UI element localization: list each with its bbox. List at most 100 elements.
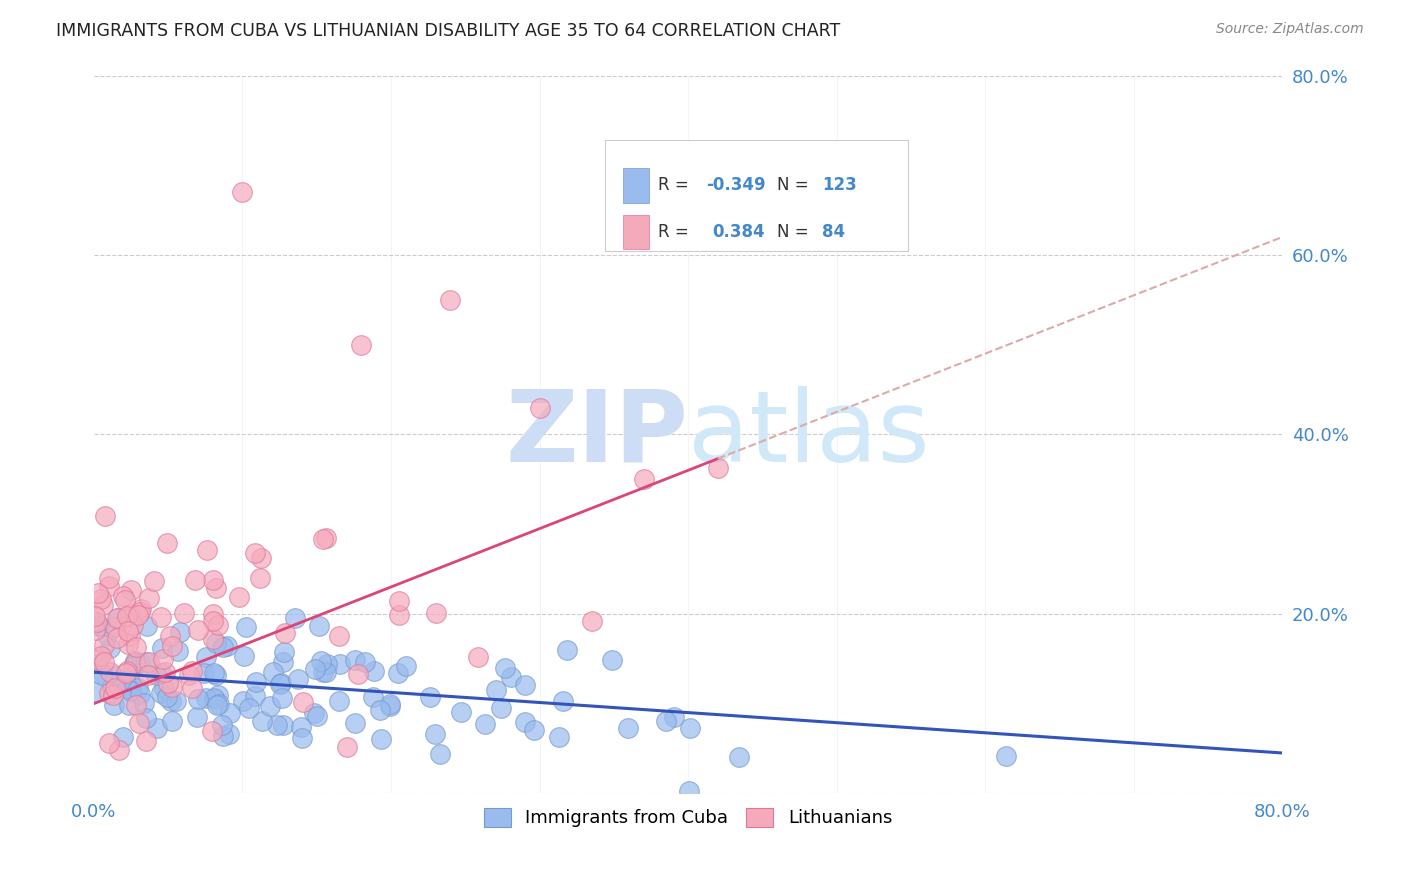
Point — [450, 705, 472, 719]
Point — [87, 657, 110, 671]
Point — [678, 783, 700, 797]
Point — [270, 676, 292, 690]
Point — [138, 591, 160, 605]
Point — [165, 694, 187, 708]
Point — [160, 714, 183, 728]
Point — [231, 185, 253, 199]
Point — [152, 652, 174, 666]
Point — [160, 639, 183, 653]
Point — [307, 709, 329, 723]
Point — [205, 582, 228, 596]
Point — [93, 598, 115, 612]
Point — [115, 665, 138, 680]
Point — [423, 727, 446, 741]
Point — [98, 665, 121, 679]
Point — [217, 639, 239, 653]
Point — [304, 706, 326, 721]
Point — [121, 659, 143, 673]
Point — [494, 661, 516, 675]
Point — [127, 681, 149, 696]
Point — [93, 638, 115, 652]
Point — [124, 654, 146, 668]
Point — [86, 615, 108, 630]
Point — [370, 703, 392, 717]
Point — [218, 706, 240, 720]
Point — [235, 620, 257, 634]
Point — [218, 727, 240, 741]
Point — [202, 666, 225, 681]
Point — [159, 629, 181, 643]
Point — [138, 655, 160, 669]
Point — [156, 536, 179, 550]
Point — [202, 607, 225, 622]
Point — [195, 691, 218, 706]
Point — [124, 698, 146, 713]
Point — [115, 664, 138, 678]
Point — [316, 657, 339, 672]
Point — [87, 618, 110, 632]
Point — [117, 637, 139, 651]
Point — [186, 709, 208, 723]
Point — [679, 721, 702, 735]
Point — [128, 687, 150, 701]
Point — [104, 620, 127, 634]
Point — [388, 594, 411, 608]
Point — [135, 655, 157, 669]
Text: IMMIGRANTS FROM CUBA VS LITHUANIAN DISABILITY AGE 35 TO 64 CORRELATION CHART: IMMIGRANTS FROM CUBA VS LITHUANIAN DISAB… — [56, 22, 841, 40]
Point — [187, 691, 209, 706]
Point — [361, 690, 384, 705]
Point — [131, 602, 153, 616]
Point — [378, 699, 401, 714]
Text: R =: R = — [658, 223, 695, 241]
Point — [110, 673, 132, 687]
Legend: Immigrants from Cuba, Lithuanians: Immigrants from Cuba, Lithuanians — [477, 801, 900, 835]
Point — [273, 645, 295, 659]
Point — [269, 677, 291, 691]
Point — [211, 717, 233, 731]
Point — [108, 743, 131, 757]
Point — [187, 623, 209, 637]
Point — [228, 591, 250, 605]
Point — [112, 589, 135, 603]
Point — [439, 293, 461, 307]
Point — [290, 720, 312, 734]
Point — [271, 690, 294, 705]
Point — [370, 732, 392, 747]
Point — [103, 698, 125, 712]
Point — [308, 618, 330, 632]
Point — [125, 640, 148, 655]
Text: Source: ZipAtlas.com: Source: ZipAtlas.com — [1216, 22, 1364, 37]
Point — [311, 654, 333, 668]
Point — [259, 699, 281, 714]
Point — [662, 709, 685, 723]
Point — [212, 640, 235, 654]
Point — [195, 543, 218, 558]
Point — [291, 731, 314, 745]
Point — [120, 676, 142, 690]
Point — [184, 573, 207, 587]
Point — [122, 618, 145, 632]
Point — [153, 665, 176, 680]
Point — [136, 667, 159, 681]
Point — [120, 583, 142, 598]
Point — [245, 689, 267, 703]
Point — [548, 730, 571, 744]
Point — [156, 675, 179, 690]
Point — [117, 678, 139, 692]
Point — [169, 625, 191, 640]
Text: 0.384: 0.384 — [711, 223, 765, 241]
Point — [249, 570, 271, 584]
Point — [87, 653, 110, 667]
Point — [336, 739, 359, 754]
Point — [98, 571, 121, 585]
Point — [127, 608, 149, 623]
Point — [153, 681, 176, 696]
Point — [600, 653, 623, 667]
Point — [87, 586, 110, 600]
Point — [180, 664, 202, 678]
Point — [207, 618, 229, 632]
Point — [354, 655, 377, 669]
Point — [208, 697, 231, 711]
Point — [312, 665, 335, 679]
Point — [202, 690, 225, 705]
